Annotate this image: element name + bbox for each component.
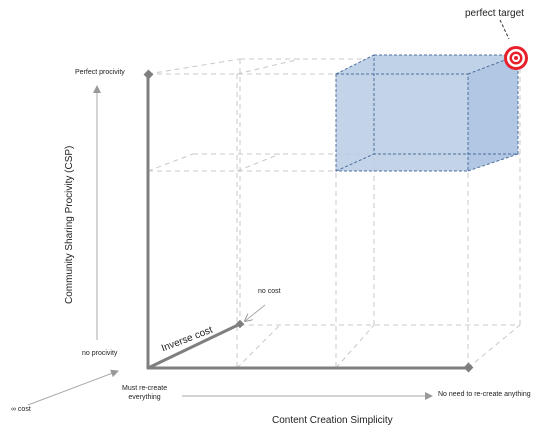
infinite-cost-label: ∞ cost <box>11 406 31 413</box>
main-axes <box>146 73 470 370</box>
must-recreate-line1: Must re-create <box>122 385 168 392</box>
must-recreate-label: Must re-create everything <box>122 384 167 402</box>
no-cost-pointer-arrow <box>245 304 266 321</box>
y-axis-endpoint <box>143 69 154 80</box>
perfect-target-pointer <box>499 19 510 40</box>
y-axis-title: Community Sharing Procivity (CSP) <box>64 145 75 304</box>
axis-endpoints <box>143 69 474 373</box>
target-icon <box>504 46 528 70</box>
no-procivity-label: no procivity <box>82 350 118 357</box>
perfect-target-label: perfect target <box>465 8 524 19</box>
x-axis-title: Content Creation Simplicity <box>272 415 393 426</box>
z-guide-arrow <box>27 369 119 406</box>
no-cost-label: no cost <box>258 288 281 295</box>
no-need-recreate-label: No need to re-create anything <box>438 391 531 398</box>
z-axis-line <box>146 322 242 370</box>
target-region-box <box>335 54 519 172</box>
x-axis-endpoint <box>463 362 474 373</box>
must-recreate-line2: everything <box>128 394 161 401</box>
perfect-procivity-label: Perfect procivity <box>75 69 125 76</box>
z-axis-endpoint <box>235 319 245 329</box>
